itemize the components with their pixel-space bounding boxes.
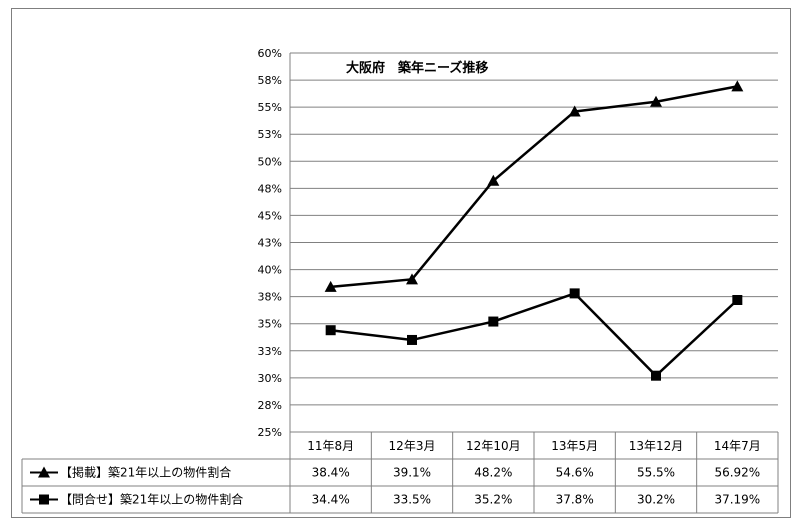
- x-category-label: 12年10月: [466, 439, 521, 453]
- data-label: 48.2%: [474, 466, 512, 480]
- chart-frame: [11, 8, 791, 518]
- y-tick-label: 35%: [258, 318, 282, 331]
- y-tick-label: 58%: [258, 74, 282, 87]
- data-point-triangle: [406, 273, 418, 285]
- y-tick-label: 43%: [258, 237, 282, 250]
- y-tick-label: 30%: [258, 372, 282, 385]
- data-label: 38.4%: [312, 466, 350, 480]
- y-tick-label: 50%: [258, 155, 282, 168]
- data-label: 35.2%: [474, 493, 512, 507]
- series-line-2: [330, 292, 739, 377]
- data-label: 30.2%: [637, 493, 675, 507]
- data-label: 54.6%: [556, 466, 594, 480]
- data-point-square: [569, 288, 580, 299]
- chart-title: 大阪府 築年ニーズ推移: [346, 60, 488, 76]
- data-label: 39.1%: [393, 466, 431, 480]
- x-category-label: 14年7月: [714, 439, 761, 453]
- data-point-triangle: [731, 80, 744, 92]
- data-point-square: [407, 334, 417, 345]
- y-tick-label: 60%: [258, 47, 282, 60]
- series-line-1: [330, 85, 738, 289]
- x-category-label: 11年8月: [307, 439, 354, 453]
- data-point-square: [732, 294, 743, 305]
- x-category-label: 13年12月: [629, 439, 684, 453]
- data-label: 34.4%: [312, 493, 350, 507]
- data-label: 55.5%: [637, 466, 675, 480]
- data-point-square: [651, 370, 661, 381]
- y-tick-label: 55%: [258, 101, 282, 114]
- legend-label-1: 【掲載】築21年以上の物件割合: [60, 465, 231, 480]
- y-tick-label: 38%: [258, 291, 282, 304]
- data-point-triangle: [324, 280, 337, 292]
- data-point-square: [488, 316, 499, 327]
- y-tick-label: 25%: [258, 426, 282, 439]
- legend-label-2: 【問合せ】築21年以上の物件割合: [60, 492, 243, 507]
- legend-square-icon: [39, 494, 49, 505]
- data-point-square: [325, 325, 336, 336]
- x-category-label: 12年3月: [389, 439, 436, 453]
- y-tick-label: 40%: [258, 264, 282, 277]
- data-label: 33.5%: [393, 493, 431, 507]
- data-point-triangle: [487, 174, 500, 186]
- x-category-label: 13年5月: [551, 439, 598, 453]
- y-tick-label: 53%: [258, 128, 282, 141]
- data-label: 56.92%: [714, 466, 760, 480]
- legend-triangle-icon: [38, 466, 50, 478]
- data-label: 37.19%: [714, 493, 760, 507]
- data-point-triangle: [568, 105, 581, 117]
- y-tick-label: 45%: [258, 209, 282, 222]
- data-point-triangle: [650, 95, 662, 107]
- data-label: 37.8%: [556, 493, 594, 507]
- y-tick-label: 28%: [258, 399, 282, 412]
- y-tick-label: 48%: [258, 182, 282, 195]
- y-tick-label: 33%: [258, 345, 282, 358]
